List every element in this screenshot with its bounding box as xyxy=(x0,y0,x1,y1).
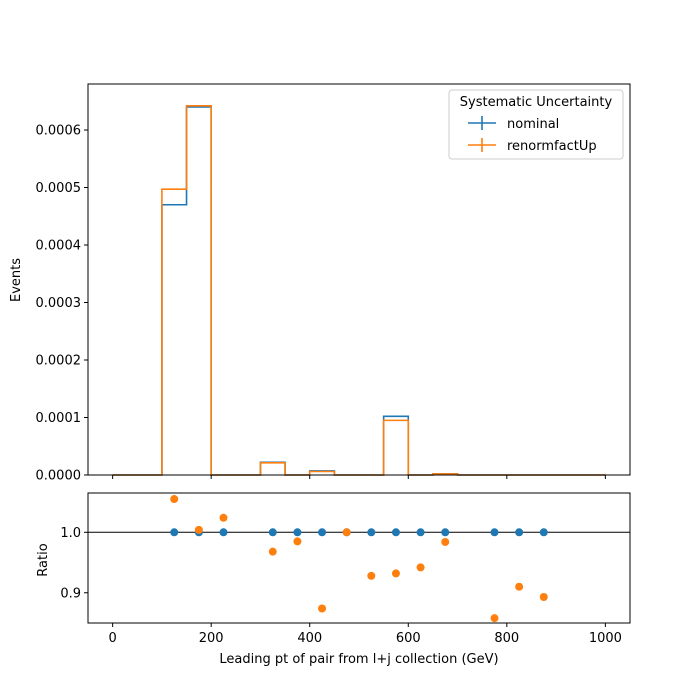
ratio-point-nominal xyxy=(416,528,425,537)
ratio-point-renormfactup xyxy=(515,582,524,591)
ratio-x-tick-label: 400 xyxy=(297,631,322,646)
ratio-point-nominal xyxy=(170,528,179,537)
legend-title: Systematic Uncertainty xyxy=(460,95,613,110)
legend-item-nominal: nominal xyxy=(468,116,559,132)
ratio-x-tick-label: 200 xyxy=(199,631,224,646)
histogram-y-tick-label: 0.0006 xyxy=(36,124,82,139)
ratio-point-nominal xyxy=(391,528,400,537)
legend-item-renormfactup: renormfactUp xyxy=(468,138,597,154)
ratio-point-renormfactup xyxy=(293,537,302,546)
ratio-point-nominal xyxy=(293,528,302,537)
ratio-x-tick-label: 800 xyxy=(494,631,519,646)
ratio-y-tick-label: 0.9 xyxy=(60,586,81,601)
ratio-point-renormfactup xyxy=(219,513,228,522)
ratio-point-renormfactup xyxy=(441,537,450,546)
ratio-panel: 0 200 400 600 800 1000 0.9 1.0 Ratio Leading p… xyxy=(36,492,631,667)
histogram-y-axis-label: Events xyxy=(9,258,24,302)
histogram-y-tick-label: 0.0000 xyxy=(36,469,82,484)
histogram-x-ticks xyxy=(112,475,606,479)
histogram-y-tick-label: 0.0005 xyxy=(36,181,82,196)
ratio-y-axis-label: Ratio xyxy=(36,543,51,576)
ratio-point-nominal xyxy=(490,528,499,537)
legend-label-renormfactup: renormfactUp xyxy=(507,139,597,154)
ratio-x-tick-label: 0 xyxy=(108,631,116,646)
ratio-point-renormfactup xyxy=(367,571,376,580)
ratio-point-nominal xyxy=(367,528,376,537)
histogram-y-tick-label: 0.0004 xyxy=(36,239,82,254)
ratio-point-renormfactup xyxy=(268,547,277,556)
legend-label-nominal: nominal xyxy=(507,117,559,132)
ratio-point-nominal xyxy=(219,528,228,537)
ratio-y-tick-label: 1.0 xyxy=(60,526,81,541)
ratio-point-renormfactup xyxy=(490,614,499,623)
ratio-plot-area xyxy=(88,493,630,623)
ratio-point-renormfactup xyxy=(391,569,400,578)
ratio-point-renormfactup xyxy=(318,604,327,613)
histogram-frame xyxy=(87,83,631,476)
ratio-point-renormfactup xyxy=(194,525,203,534)
ratio-point-nominal xyxy=(515,528,524,537)
ratio-frame xyxy=(87,492,631,624)
ratio-point-renormfactup xyxy=(416,563,425,572)
ratio-point-renormfactup xyxy=(170,495,179,504)
ratio-points-group xyxy=(170,495,548,623)
histogram-y-tick-label: 0.0002 xyxy=(36,354,82,369)
legend: Systematic Uncertainty nominal renormfac… xyxy=(448,89,624,160)
ratio-point-renormfactup xyxy=(539,593,548,601)
ratio-point-nominal xyxy=(441,528,450,537)
ratio-x-tick-label: 600 xyxy=(396,631,421,646)
histogram-y-tick-label: 0.0003 xyxy=(36,296,82,311)
histogram-y-tick-label: 0.0001 xyxy=(36,411,82,426)
ratio-point-nominal xyxy=(268,528,277,537)
ratio-point-nominal xyxy=(539,528,548,537)
ratio-y-ticks: 0.9 1.0 xyxy=(60,526,88,601)
histogram-y-ticks: 0.0000 0.0001 0.0002 0.0003 0.0004 0.0005 0.00… xyxy=(36,124,88,484)
histogram-panel: 0.0000 0.0001 0.0002 0.0003 0.0004 0.0005 0.00… xyxy=(9,83,631,484)
ratio-point-renormfactup xyxy=(342,528,351,537)
ratio-point-nominal xyxy=(318,528,327,537)
x-axis-label: Leading pt of pair from l+j collection (… xyxy=(219,652,498,667)
legend-box xyxy=(448,89,624,160)
ratio-x-ticks: 0 200 400 600 800 1000 xyxy=(108,623,622,646)
ratio-x-tick-label: 1000 xyxy=(589,631,622,646)
